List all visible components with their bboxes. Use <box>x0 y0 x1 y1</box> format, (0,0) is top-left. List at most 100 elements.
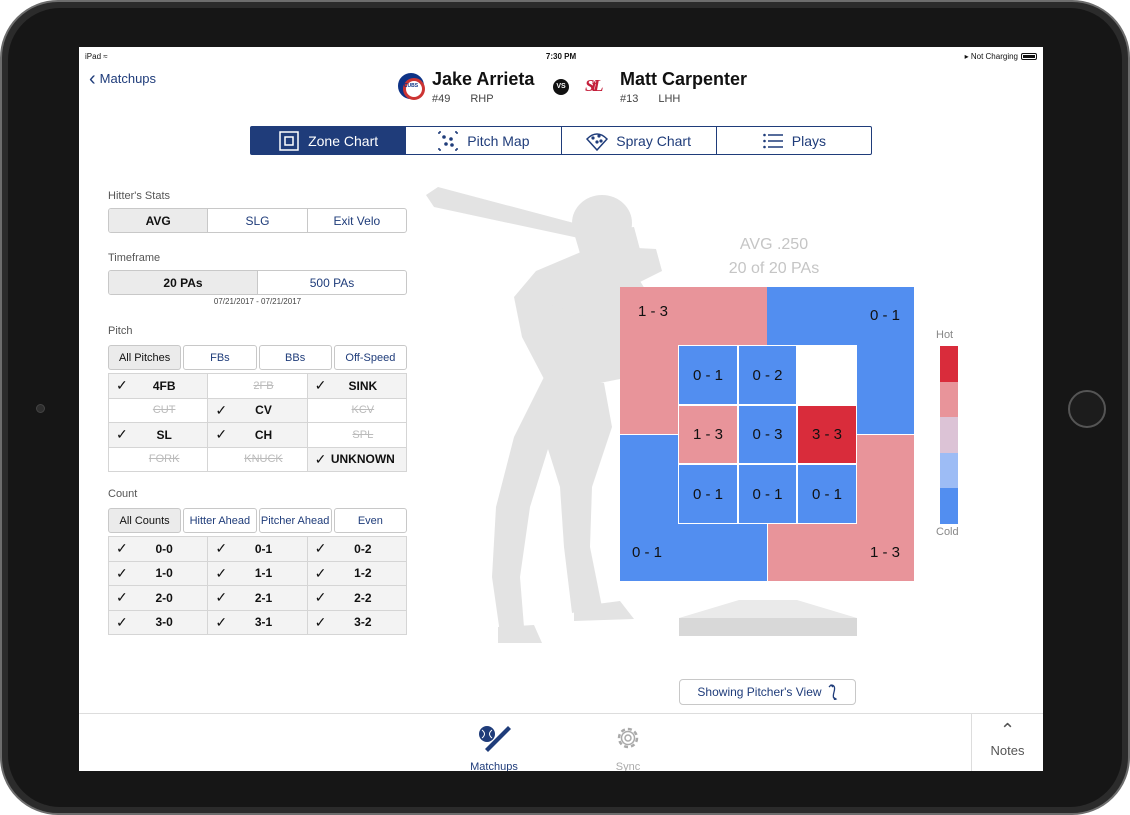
legend-swatch-2 <box>940 417 958 453</box>
checkmark-icon: ✓ <box>215 589 228 605</box>
zone-inner-2-2[interactable]: 0 - 3 <box>738 405 797 464</box>
pitch-type-cut[interactable]: CUT <box>109 398 208 422</box>
wifi-icon: ≈ <box>103 52 108 61</box>
count-2-1[interactable]: ✓ 2-1 <box>208 586 307 610</box>
zone-inner-3-3[interactable]: 0 - 1 <box>797 464 857 524</box>
hitter-stats-selector: AVG SLG Exit Velo <box>108 208 407 233</box>
count-label: 2-1 <box>254 590 273 605</box>
pitch-type-spl[interactable]: SPL <box>307 423 406 447</box>
view-toggle-button[interactable]: Showing Pitcher's View <box>679 679 856 705</box>
count-1-1[interactable]: ✓ 1-1 <box>208 561 307 585</box>
count-filter-even[interactable]: Even <box>333 508 407 533</box>
checkmark-icon: ✓ <box>215 613 228 630</box>
pitch-type-fork[interactable]: FORK <box>109 447 208 471</box>
checkmark-icon: ✓ <box>116 377 128 393</box>
back-button[interactable]: ‹ Matchups <box>89 67 157 90</box>
stat-option-avg[interactable]: AVG <box>109 209 209 232</box>
timeframe-option-20[interactable]: 20 PAs <box>109 271 258 294</box>
count-3-2[interactable]: ✓ 3-2 <box>307 610 406 634</box>
zone-inner-1-2[interactable]: 0 - 2 <box>738 345 797 405</box>
count-1-0[interactable]: ✓ 1-0 <box>109 561 208 585</box>
pitch-type-kcv[interactable]: KCV <box>307 398 406 422</box>
count-filter-hitter-ahead[interactable]: Hitter Ahead <box>183 508 257 533</box>
count-filter-pitcher-ahead[interactable]: Pitcher Ahead <box>258 508 332 533</box>
pitch-type-4fb[interactable]: ✓ 4FB <box>109 374 208 398</box>
checkmark-icon: ✓ <box>314 450 327 467</box>
pitch-type-label: SINK <box>348 378 378 393</box>
count-0-0[interactable]: ✓ 0-0 <box>109 537 208 561</box>
timeframe-option-500[interactable]: 500 PAs <box>309 275 355 290</box>
date-range: 07/21/2017 - 07/21/2017 <box>213 297 302 306</box>
pitch-filter-bbs[interactable]: BBs <box>258 345 332 370</box>
timeframe-selector: 20 PAs 500 PAs <box>108 270 407 295</box>
pitch-map-icon <box>438 130 458 151</box>
count-3-1[interactable]: ✓ 3-1 <box>208 610 307 634</box>
pitch-type-unknown[interactable]: ✓ UNKNOWN <box>307 447 406 471</box>
pitch-type-knuck[interactable]: KNUCK <box>208 447 307 471</box>
checkmark-icon: ✓ <box>116 589 128 605</box>
pitch-type-cv[interactable]: ✓ CV <box>208 398 307 422</box>
baseball-bat-icon <box>479 726 511 752</box>
checkmark-icon: ✓ <box>215 426 228 442</box>
stat-option-slg[interactable]: SLG <box>208 209 308 232</box>
zone-inner-3-2[interactable]: 0 - 1 <box>738 464 797 524</box>
count-filter-all[interactable]: All Counts <box>108 508 182 533</box>
back-label: Matchups <box>99 71 157 86</box>
checkmark-icon: ✓ <box>116 613 128 630</box>
count-label: 0-0 <box>155 541 173 556</box>
checkmark-icon: ✓ <box>215 540 228 556</box>
zone-summary-pas: 20 of 20 PAs <box>728 260 820 277</box>
legend-swatch-1 <box>940 381 958 417</box>
zone-inner-1-1[interactable]: 0 - 1 <box>678 345 738 405</box>
vs-badge: VS <box>553 79 569 95</box>
chevron-left-icon: ‹ <box>89 67 96 90</box>
count-label: 1-1 <box>254 566 273 581</box>
count-2-2[interactable]: ✓ 2-2 <box>307 586 406 610</box>
bluetooth-icon: ▸ <box>964 52 969 61</box>
count-0-1[interactable]: ✓ 0-1 <box>208 537 307 561</box>
count-1-2[interactable]: ✓ 1-2 <box>307 561 406 585</box>
count-filter-row: All Counts Hitter Ahead Pitcher Ahead Ev… <box>108 508 407 533</box>
pitcher-hand: RHP <box>470 93 494 105</box>
checkmark-icon: ✓ <box>314 377 327 393</box>
tab-plays[interactable]: Plays <box>717 127 871 154</box>
tab-bar-matchups[interactable]: Matchups <box>454 722 534 771</box>
pitch-filter-row: All Pitches FBs BBs Off-Speed <box>108 345 407 370</box>
pitch-type-sink[interactable]: ✓ SINK <box>307 374 406 398</box>
zone-inner-2-3[interactable]: 3 - 3 <box>797 405 857 464</box>
pitch-type-2fb[interactable]: 2FB <box>208 374 307 398</box>
count-0-2[interactable]: ✓ 0-2 <box>307 537 406 561</box>
pitch-type-label: CH <box>254 427 273 442</box>
home-plate-icon <box>679 600 857 636</box>
home-button[interactable] <box>1068 390 1106 428</box>
notes-label: Notes <box>990 743 1025 758</box>
pitch-filter-offspeed[interactable]: Off-Speed <box>333 345 407 370</box>
zone-inner-1-3[interactable] <box>797 345 857 405</box>
spray-chart-icon <box>586 132 609 151</box>
hitter-stats-label: Hitter's Stats <box>108 190 171 202</box>
pitch-label: Pitch <box>108 325 133 337</box>
pitch-type-sl[interactable]: ✓ SL <box>109 423 208 447</box>
tab-bar-sync[interactable]: Sync <box>588 722 668 771</box>
count-label: Count <box>108 488 138 500</box>
notes-button[interactable]: ⌃ Notes <box>971 713 1043 771</box>
zone-inner-2-1[interactable]: 1 - 3 <box>678 405 738 464</box>
list-icon <box>762 133 783 148</box>
pitch-filter-all[interactable]: All Pitches <box>108 345 182 370</box>
checkmark-icon: ✓ <box>116 540 128 556</box>
batter-silhouette <box>426 187 662 643</box>
tab-spray-chart[interactable]: Spray Chart <box>562 127 717 154</box>
pitch-type-label: FORK <box>148 453 180 466</box>
hitter-number: #13 <box>620 93 639 105</box>
pitch-filter-fbs[interactable]: FBs <box>183 345 257 370</box>
tab-zone-chart[interactable]: Zone Chart <box>251 127 407 154</box>
tab-pitch-map[interactable]: Pitch Map <box>406 127 562 154</box>
stat-option-exit-velo[interactable]: Exit Velo <box>333 213 381 228</box>
count-2-0[interactable]: ✓ 2-0 <box>109 586 208 610</box>
zone-inner-3-1[interactable]: 0 - 1 <box>678 464 738 524</box>
pitch-type-ch[interactable]: ✓ CH <box>208 423 307 447</box>
pitch-type-label: KNUCK <box>244 453 283 466</box>
count-label: 0-1 <box>254 541 273 556</box>
count-3-0[interactable]: ✓ 3-0 <box>109 610 208 634</box>
clock: 7:30 PM <box>545 52 577 61</box>
